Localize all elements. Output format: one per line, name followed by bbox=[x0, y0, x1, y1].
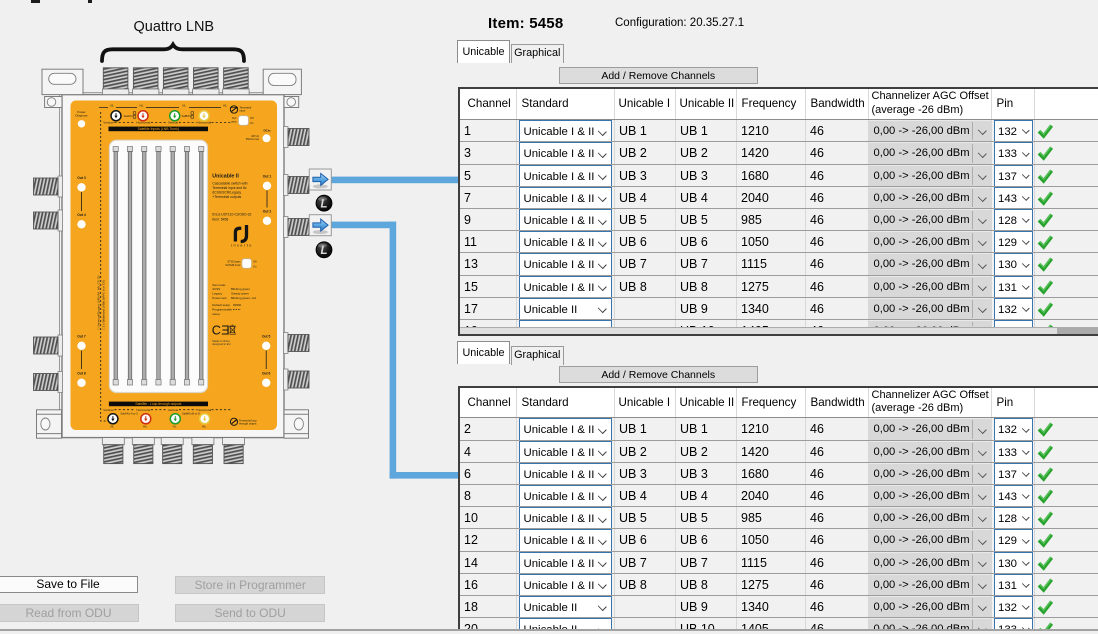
svg-text:H/L: H/L bbox=[202, 424, 207, 428]
svg-text:Made in China: Made in China bbox=[212, 339, 230, 343]
svg-text:Programmable: Programmable bbox=[212, 307, 232, 311]
svg-text:setup: setup bbox=[212, 312, 220, 316]
svg-text:SatA/Ku: SatA/Ku bbox=[124, 114, 134, 118]
svg-text:Vertical: Vertical bbox=[103, 121, 113, 125]
svg-text:Out 2: Out 2 bbox=[263, 210, 272, 214]
svg-text:Sat mode:: Sat mode: bbox=[212, 283, 226, 287]
svg-text:Blinking green: Blinking green bbox=[231, 287, 250, 291]
svg-text:+Terrestrial outputs: +Terrestrial outputs bbox=[212, 195, 241, 199]
svg-text:inverto: inverto bbox=[231, 244, 253, 248]
svg-text:SatA/Ku-A or C: SatA/Ku-A or C bbox=[121, 411, 139, 415]
svg-text:SatB/Ku-B or D: SatB/Ku-B or D bbox=[182, 411, 200, 415]
svg-text:Out 5: Out 5 bbox=[262, 335, 271, 339]
svg-text:DCin: DCin bbox=[264, 129, 271, 133]
svg-text:Out 3: Out 3 bbox=[77, 176, 86, 180]
svg-text:Terrestrial input and 8x: Terrestrial input and 8x bbox=[212, 186, 247, 190]
svg-text:STSC/pass: STSC/pass bbox=[227, 259, 241, 263]
svg-text:H/L: H/L bbox=[223, 103, 228, 107]
svg-text:Horizontal: Horizontal bbox=[197, 121, 211, 125]
svg-text:through output: through output bbox=[239, 422, 257, 426]
svg-text:350mA max: 350mA max bbox=[246, 138, 260, 141]
svg-text:CƎ: CƎ bbox=[212, 324, 230, 338]
svg-text:Off: Off bbox=[250, 116, 254, 120]
svg-text:SAT&M.trunk: SAT&M.trunk bbox=[225, 263, 241, 267]
svg-text:On: On bbox=[250, 121, 254, 125]
svg-text:Out 6: Out 6 bbox=[262, 372, 271, 376]
svg-text:Out 4: Out 4 bbox=[77, 213, 86, 217]
svg-text:Vertical: Vertical bbox=[103, 408, 113, 412]
svg-text:V/L: V/L bbox=[110, 424, 114, 428]
svg-text:Terr: Terr bbox=[232, 116, 237, 120]
svg-text:V/L: V/L bbox=[173, 424, 177, 428]
svg-text:Horizontal: Horizontal bbox=[136, 408, 150, 412]
svg-text:Item: 5458: Item: 5458 bbox=[212, 218, 228, 222]
svg-text:dCSS: dCSS bbox=[212, 287, 220, 291]
svg-text:V/L: V/L bbox=[110, 103, 114, 107]
svg-text:Steady green: Steady green bbox=[231, 292, 249, 296]
svg-text:Terrestrial: Terrestrial bbox=[239, 105, 251, 109]
svg-text:Blinking green, red: Blinking green, red bbox=[231, 296, 256, 300]
svg-text:On: On bbox=[253, 264, 257, 268]
svg-text:L: L bbox=[320, 199, 327, 211]
svg-text:V/L: V/L bbox=[182, 103, 186, 107]
svg-text:Vertical: Vertical bbox=[168, 408, 178, 412]
svg-text:Terrestrial loop: Terrestrial loop bbox=[239, 418, 257, 422]
svg-text:dCSS/SCR/Legacy: dCSS/SCR/Legacy bbox=[212, 190, 241, 194]
svg-text:amp: amp bbox=[231, 120, 237, 123]
svg-text:input: input bbox=[239, 109, 245, 113]
svg-text:Out 8: Out 8 bbox=[77, 372, 86, 376]
svg-text:Unicable II: Unicable II bbox=[212, 174, 239, 180]
svg-text:Diagnose: Diagnose bbox=[75, 113, 88, 117]
svg-text:Power: Power bbox=[77, 110, 85, 114]
svg-text:Power test: Power test bbox=[212, 296, 226, 300]
svg-text:IDLU-UST110-CUO8O-32: IDLU-UST110-CUO8O-32 bbox=[212, 212, 251, 216]
svg-text:18V dc: 18V dc bbox=[251, 135, 260, 138]
svg-text:Off: Off bbox=[253, 259, 257, 263]
svg-text:designed in EU: designed in EU bbox=[212, 342, 230, 346]
svg-text:Horizontal: Horizontal bbox=[197, 408, 211, 412]
svg-text:Cascadable switch with: Cascadable switch with bbox=[212, 181, 247, 185]
svg-text:H/L: H/L bbox=[143, 424, 148, 428]
svg-text:Legacy: Legacy bbox=[212, 292, 222, 296]
svg-text:Out 1: Out 1 bbox=[263, 175, 272, 179]
svg-text:Satellite - Loop-through outpu: Satellite - Loop-through outputs bbox=[135, 402, 181, 406]
svg-text:□ 2 x Wideband LNBs (bP/V, b o: □ 2 x Wideband LNBs (bP/V, b or C/I) bbox=[102, 280, 106, 330]
svg-text:SatB/Ku: SatB/Ku bbox=[182, 114, 192, 118]
svg-text:Vertical: Vertical bbox=[168, 121, 178, 125]
svg-text:H/L: H/L bbox=[139, 103, 144, 107]
svg-text:Horizontal: Horizontal bbox=[136, 121, 150, 125]
svg-text:Out 7: Out 7 bbox=[77, 335, 86, 339]
svg-text:□ Universal/Quattro LNB (A/I,: □ Universal/Quattro LNB (A/I, b/h, C/I, … bbox=[97, 276, 101, 331]
svg-text:Default setup: Default setup bbox=[212, 303, 230, 307]
svg-text:L: L bbox=[320, 245, 327, 257]
svg-text:Satellite Inputs (LNB Trunk): Satellite Inputs (LNB Trunk) bbox=[138, 127, 179, 131]
